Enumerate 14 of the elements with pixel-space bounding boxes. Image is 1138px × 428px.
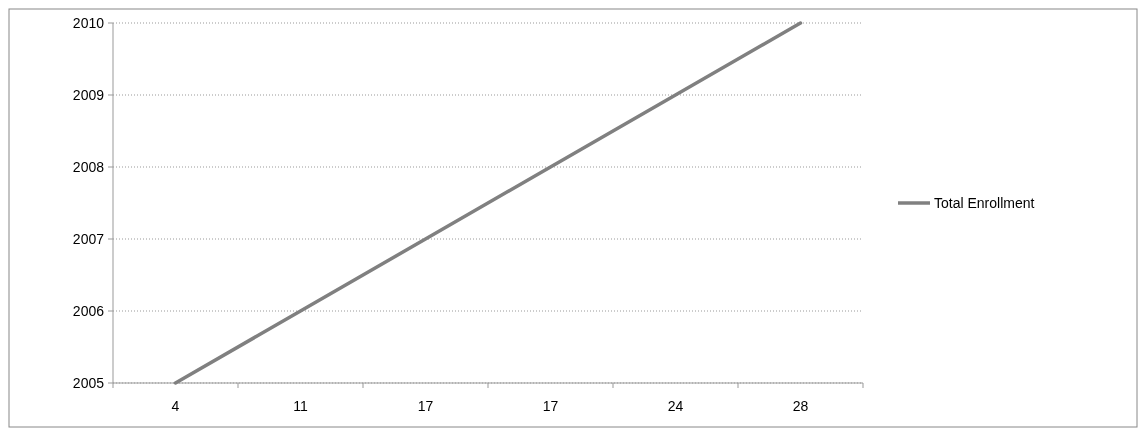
x-tick-label: 17 xyxy=(417,398,434,414)
x-tick-label: 11 xyxy=(293,398,308,414)
y-tick-label: 2008 xyxy=(72,158,105,175)
x-tick-label: 4 xyxy=(171,398,180,414)
legend-label: Total Enrollment xyxy=(934,194,1035,211)
line-series xyxy=(173,21,803,385)
y-tick-label: 2006 xyxy=(72,302,105,319)
x-tick-label: 17 xyxy=(542,398,559,414)
x-tick-label: 28 xyxy=(792,398,809,414)
y-tick-label: 2009 xyxy=(72,86,105,103)
y-tick-label: 2010 xyxy=(72,14,105,31)
y-tick-label: 2005 xyxy=(72,374,105,391)
x-tick-label: 24 xyxy=(667,398,684,414)
y-tick-label: 2007 xyxy=(72,230,105,247)
